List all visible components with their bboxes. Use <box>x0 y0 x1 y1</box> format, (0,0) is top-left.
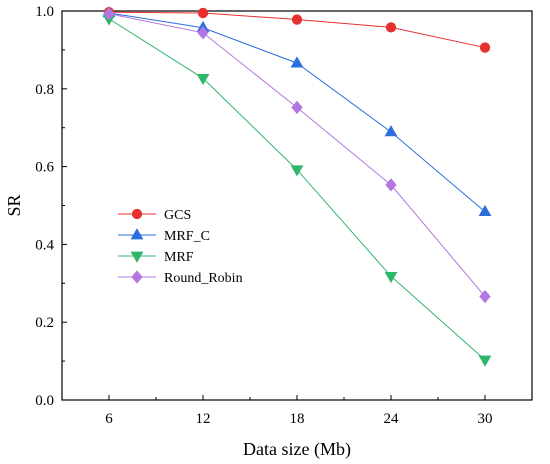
x-tick-label: 30 <box>478 411 493 427</box>
legend-marker <box>131 208 143 220</box>
legend-label: Round_Robin <box>164 271 243 286</box>
legend-item: GCS <box>118 208 191 223</box>
y-tick-label: 1.0 <box>35 4 54 20</box>
x-axis-title: Data size (Mb) <box>243 439 351 460</box>
data-point <box>291 100 303 115</box>
legend-marker <box>131 270 143 284</box>
y-tick-label: 0.4 <box>35 237 54 253</box>
legend-label: MRF <box>164 250 194 265</box>
legend-item: Round_Robin <box>118 270 243 286</box>
data-point <box>291 14 303 25</box>
legend-label: MRF_C <box>164 229 210 244</box>
data-point <box>384 271 398 284</box>
data-point <box>478 204 492 217</box>
data-point <box>197 26 209 40</box>
y-tick-label: 0.0 <box>35 393 54 409</box>
x-tick-label: 24 <box>384 411 400 427</box>
y-tick-label: 0.2 <box>35 315 54 331</box>
y-tick-label: 0.8 <box>35 82 54 98</box>
plot-frame <box>61 10 533 401</box>
x-tick-label: 6 <box>105 411 113 427</box>
legend-label: GCS <box>164 208 191 223</box>
data-point <box>384 125 398 137</box>
x-axis-ticks: 6 12 18 24 30 <box>105 395 493 427</box>
data-point <box>385 22 397 33</box>
legend-item: MRF_C <box>118 228 210 244</box>
x-tick-label: 18 <box>290 411 305 427</box>
legend-marker <box>130 228 144 240</box>
legend-marker <box>130 251 144 263</box>
y-axis-title: SR <box>4 194 24 216</box>
series-layer <box>102 6 492 367</box>
y-axis-ticks: 0.0 0.2 0.4 0.6 0.8 1.0 <box>35 4 67 409</box>
data-point <box>385 178 397 192</box>
series-gcs <box>103 7 491 53</box>
legend: GCS MRF_C MRF Round_Robin <box>118 208 243 286</box>
data-point <box>196 73 210 86</box>
series-round-robin <box>103 7 491 304</box>
data-point <box>290 56 304 68</box>
series-mrf <box>102 14 492 367</box>
data-point <box>478 355 492 367</box>
x-tick-label: 12 <box>196 411 211 427</box>
data-point <box>197 7 209 19</box>
data-point <box>103 7 115 21</box>
plot-border <box>61 10 533 401</box>
y-tick-label: 0.6 <box>35 160 54 176</box>
data-point <box>290 165 304 177</box>
series-line <box>108 18 486 361</box>
legend-item: MRF <box>118 250 194 265</box>
data-point <box>479 289 491 304</box>
data-point <box>479 42 491 53</box>
